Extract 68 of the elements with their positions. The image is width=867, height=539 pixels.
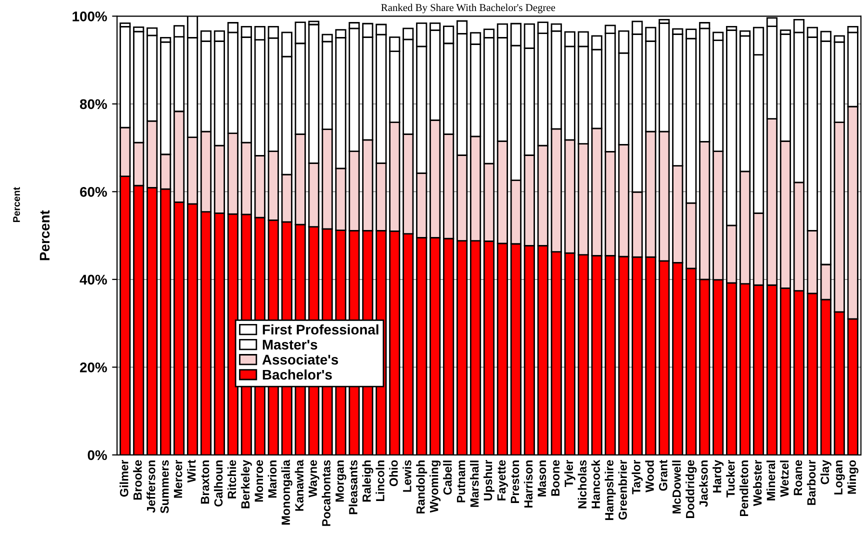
x-tick-label: Ohio	[389, 460, 398, 486]
x-tick-label: McDowell	[672, 460, 681, 514]
x-tick-label: Wayne	[308, 460, 320, 498]
x-tick-label: Brooke	[133, 460, 142, 500]
chart-title: Ranked By Share With Bachelor's Degree	[381, 4, 556, 14]
x-tick-label: Tucker	[726, 460, 735, 498]
x-tick-label: Boone	[551, 460, 560, 496]
x-tick-label: Ritchie	[227, 460, 236, 498]
x-tick-label: Fayette	[497, 460, 508, 500]
x-tick-label: Wood	[645, 460, 654, 492]
x-tick-label: Doddridge	[686, 460, 697, 518]
x-tick-label: Calhoun	[214, 460, 223, 507]
x-tick-label: Lewis	[402, 460, 412, 492]
x-tick-label: Roane	[794, 460, 802, 496]
x-tick-label: Marshall	[470, 460, 479, 507]
x-tick-label: Nicholas	[578, 460, 586, 508]
x-tick-label: Monongalia	[281, 460, 292, 525]
legend-label: Master's	[262, 340, 318, 350]
x-tick-label: Grant	[658, 460, 668, 491]
x-tick-label: Jefferson	[146, 460, 156, 513]
x-tick-label: Barbour	[806, 460, 816, 505]
y-tick-label: 20%	[80, 362, 107, 372]
x-tick-label: Wirt	[187, 460, 196, 483]
x-tick-label: Putnam	[456, 460, 466, 502]
x-tick-label: Upshur	[483, 460, 494, 500]
y-tick-label: 40%	[80, 274, 107, 285]
x-tick-label: Logan	[834, 460, 845, 494]
x-tick-label: Cabell	[443, 460, 452, 495]
x-tick-label: Randolph	[416, 460, 428, 514]
x-tick-label: Greenbrier	[618, 460, 627, 520]
x-tick-label: Hampshire	[604, 460, 616, 520]
legend-label: First Professional	[262, 324, 378, 335]
x-tick-label: Mingo	[847, 460, 858, 494]
x-tick-label: Mercer	[174, 460, 182, 498]
legend-label: Bachelor's	[262, 369, 332, 380]
x-tick-label: Tyler	[564, 460, 576, 487]
x-tick-label: Preston	[510, 460, 520, 503]
y-tick-label: 100%	[72, 12, 107, 22]
x-tick-label: Kanawha	[294, 460, 304, 511]
x-tick-label: Pocahontas	[322, 460, 330, 526]
x-tick-label: Clay	[820, 460, 832, 484]
x-tick-label: Lincoln	[376, 460, 384, 501]
x-tick-label: Hardy	[712, 460, 724, 492]
x-tick-label: Monroe	[254, 460, 264, 502]
x-tick-label: Pleasants	[348, 460, 358, 514]
y-tick-label: 60%	[80, 187, 107, 197]
x-tick-label: Harrison	[524, 460, 533, 508]
x-tick-label: Wetzel	[780, 460, 789, 497]
x-tick-label: Mineral	[766, 460, 776, 500]
text: Percent	[13, 187, 20, 222]
y-axis-title: Percent	[40, 210, 50, 260]
x-tick-label: Gilmer	[120, 460, 128, 497]
y-tick-label: 80%	[80, 99, 107, 110]
x-tick-label: Morgan	[336, 460, 346, 502]
x-tick-label: Marion	[268, 460, 277, 498]
x-tick-label: Wyoming	[430, 460, 441, 513]
legend-label: Associate's	[262, 354, 338, 365]
y-tick-label: 0%	[88, 450, 107, 460]
x-tick-label: Raleigh	[362, 460, 374, 502]
x-tick-label: Hancock	[591, 460, 600, 508]
x-tick-label: Braxton	[200, 460, 210, 504]
x-tick-label: Webster	[753, 460, 762, 506]
x-tick-label: Jackson	[699, 460, 708, 507]
x-tick-label: Berkeley	[240, 460, 252, 508]
x-tick-label: Summers	[160, 460, 169, 514]
x-tick-label: Mason	[538, 460, 546, 496]
x-tick-label: Pendleton	[740, 460, 748, 516]
x-tick-label: Taylor	[632, 460, 643, 494]
